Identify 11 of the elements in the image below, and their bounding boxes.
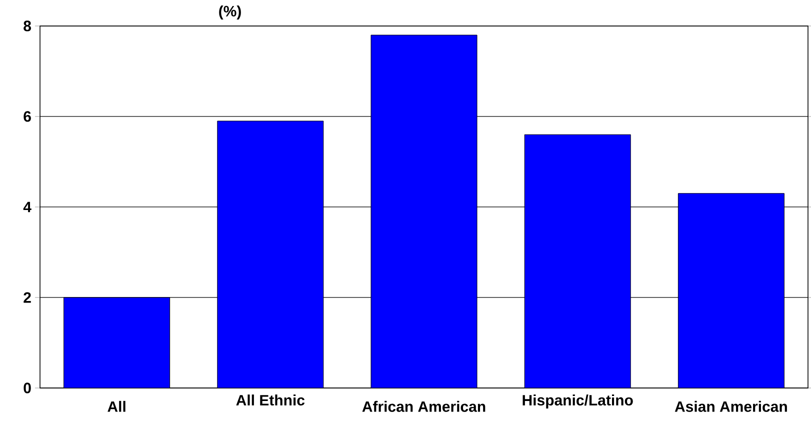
y-tick-label: 8	[24, 20, 32, 32]
y-tick-label: 6	[24, 111, 31, 122]
chart-title: (%)	[219, 5, 241, 20]
x-tick-label: Hispanic/Latino	[522, 394, 633, 408]
y-tick-label: 0	[24, 382, 31, 394]
x-tick-label: All Ethnic	[236, 394, 305, 406]
x-tick-label: Asian American	[674, 400, 787, 412]
x-tick-label: All	[108, 400, 126, 412]
x-tick-label: African American	[362, 400, 486, 412]
y-tick-label: 2	[24, 292, 31, 303]
y-tick-label: 4	[23, 202, 32, 212]
